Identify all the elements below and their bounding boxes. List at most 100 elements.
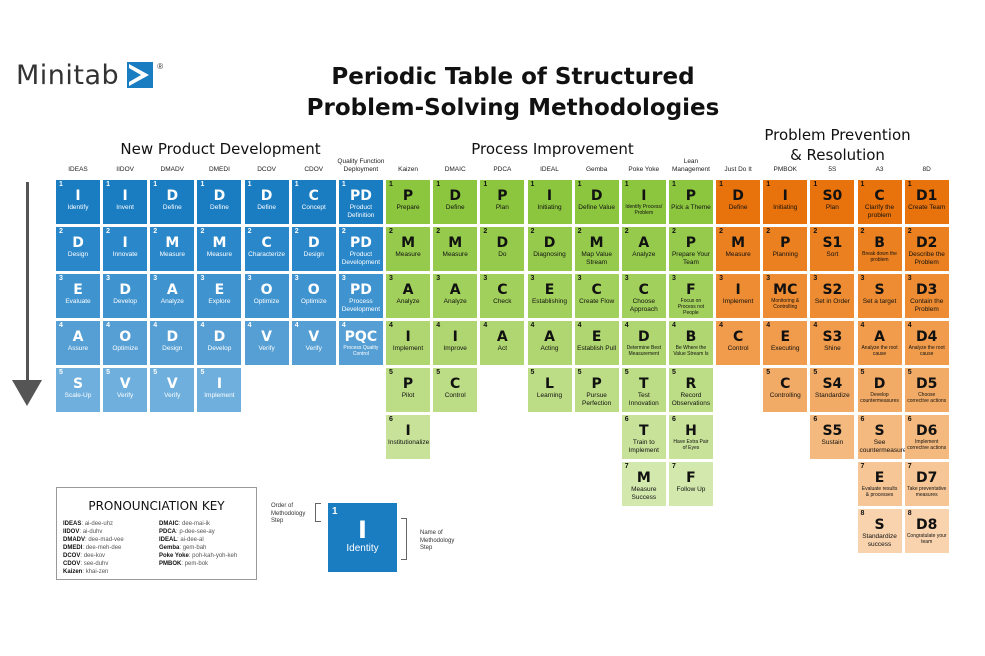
step-cell-a3-4: 4 A Analyze the root cause (857, 321, 902, 365)
step-abbr: S3 (822, 329, 843, 345)
step-abbr: V (261, 329, 273, 345)
step-abbr: S1 (822, 235, 843, 251)
step-abbr: D (732, 188, 744, 204)
step-abbr: F (686, 282, 696, 298)
step-cell-dmaic-4: 4 I Improve (433, 321, 478, 365)
step-number: 3 (530, 275, 535, 282)
pronunciation: dee-meh-dee (85, 545, 122, 551)
step-cell-quality-function-deployment-1: 1 PD Product Definition (338, 180, 383, 224)
step-abbr: S (874, 423, 885, 439)
section-label-line-1: Problem Prevention (764, 126, 911, 144)
step-cell-dmaic-2: 2 M Measure (433, 227, 478, 271)
step-abbr: M (165, 235, 180, 251)
section-process-improvement: Process Improvement (471, 140, 634, 158)
step-name: Describe the Problem (908, 251, 945, 266)
step-cell-dcov-1: 1 D Define (244, 180, 289, 224)
step-number: 3 (247, 275, 252, 282)
step-cell-pmbok-1: 1 I Initiating (763, 180, 808, 224)
step-cell-pdca-1: 1 P Plan (480, 180, 525, 224)
step-name: Measure (159, 251, 185, 258)
step-abbr: I (452, 329, 458, 345)
step-abbr: E (214, 282, 225, 298)
pronunciation-key-right: DMAIC: dee-mai-ik PDCA: p-dee-see-ay IDEAL… (159, 520, 237, 568)
step-abbr: D8 (916, 517, 938, 533)
step-abbr: A (638, 235, 650, 251)
step-number: 3 (577, 275, 582, 282)
step-name: Improve (443, 345, 467, 352)
step-cell-ideas-3: 3 E Evaluate (56, 274, 100, 318)
step-abbr: P (497, 188, 508, 204)
step-cell-ideal-3: 3 E Establishing (527, 274, 572, 318)
pronunciation-entry: DMEDI: dee-meh-dee (63, 545, 122, 551)
step-abbr: D (873, 376, 886, 392)
pronunciation-entry: Poke Yoke: poh-kah-yoh-keh (159, 553, 238, 559)
step-name: Pilot (401, 392, 415, 399)
step-cell-poke-yoke-7: 7 M Measure Success (621, 462, 666, 506)
column-header-pdca: PDCA (493, 166, 512, 173)
step-abbr: A (402, 282, 414, 298)
step-abbr: S0 (822, 188, 843, 204)
step-abbr: V (166, 376, 178, 392)
step-number: 5 (860, 369, 865, 376)
step-number: 4 (200, 322, 205, 329)
step-abbr: E (591, 329, 602, 345)
step-name: Control (727, 345, 749, 352)
step-name: Analyze (443, 298, 467, 305)
step-abbr: PD (349, 188, 372, 204)
step-cell-lean-management-4: 4 B Be Where the Value Stream Is (668, 321, 713, 365)
pronunciation-key-left: IDEAS: ai-dee-uhz IIDOV: ai-duhv DMADV: de… (63, 520, 124, 576)
step-name: Verify (258, 345, 275, 352)
pronunciation-entry: CDOV: see-duhv (63, 561, 109, 567)
step-cell-poke-yoke-4: 4 D Determine Best Measurement (621, 321, 666, 365)
step-cell-iidov-1: 1 I Invent (103, 180, 148, 224)
step-name: Create Team (908, 204, 946, 211)
step-abbr: V (308, 329, 320, 345)
term: IIDOV (63, 529, 80, 535)
step-cell-cdov-2: 2 D Design (291, 227, 336, 271)
step-name: Design (303, 251, 324, 258)
step-number: 5 (106, 369, 111, 376)
column-header-cdov: CDOV (304, 166, 324, 173)
step-name: Plan (825, 204, 839, 211)
term: DCOV (63, 553, 81, 559)
term: Gemba (159, 545, 180, 551)
step-cell-dmadv-4: 4 D Design (150, 321, 195, 365)
legend-cell: 1 I Identity (328, 503, 397, 572)
step-name: Prepare (396, 204, 420, 211)
step-number: 2 (59, 228, 63, 235)
step-abbr: C (497, 282, 508, 298)
title-line-1: Periodic Table of Structured (331, 64, 695, 90)
step-abbr: C (450, 376, 461, 392)
step-number: 1 (530, 181, 535, 188)
step-abbr: D (496, 235, 509, 251)
pronunciation-entry: DMAIC: dee-mai-ik (159, 521, 211, 527)
step-abbr: D3 (916, 282, 938, 298)
step-cell-kaizen-6: 6 I Institutionalize (386, 415, 431, 459)
step-abbr: PD (349, 282, 372, 298)
step-cell-8d-5: 5 D5 Choose corrective actions (904, 368, 949, 412)
step-number: 6 (907, 416, 912, 423)
pronunciation-entry: IDEAS: ai-dee-uhz (63, 521, 114, 527)
step-name: Determine Best Measurement (626, 345, 662, 357)
step-number: 1 (907, 181, 912, 188)
step-number: 4 (483, 322, 488, 329)
step-cell-dcov-2: 2 C Characterize (244, 227, 289, 271)
step-name: Controlling (769, 392, 801, 399)
step-cell-iidov-4: 4 O Optimize (103, 321, 148, 365)
step-cell-gemba-1: 1 D Define Value (574, 180, 619, 224)
step-cell-pdca-4: 4 A Act (480, 321, 525, 365)
step-cell-5s-1: 1 S0 Plan (810, 180, 855, 224)
step-abbr: O (307, 282, 320, 298)
step-name: Create Flow (579, 298, 615, 305)
step-name: Invent (116, 204, 134, 211)
step-cell-poke-yoke-6: 6 T Train to Implement (621, 415, 666, 459)
term: IDEAL (159, 537, 177, 543)
step-abbr: I (405, 329, 411, 345)
step-cell-lean-management-7: 7 F Follow Up (668, 462, 713, 506)
name-bracket (401, 518, 407, 560)
step-abbr: P (402, 188, 414, 204)
name-label: Name of Methodology Step (420, 530, 455, 551)
step-cell-quality-function-deployment-3: 3 PD Process Development (338, 274, 383, 318)
step-cell-8d-4: 4 D4 Analyze the root cause (904, 321, 949, 365)
step-number: 1 (813, 181, 818, 188)
